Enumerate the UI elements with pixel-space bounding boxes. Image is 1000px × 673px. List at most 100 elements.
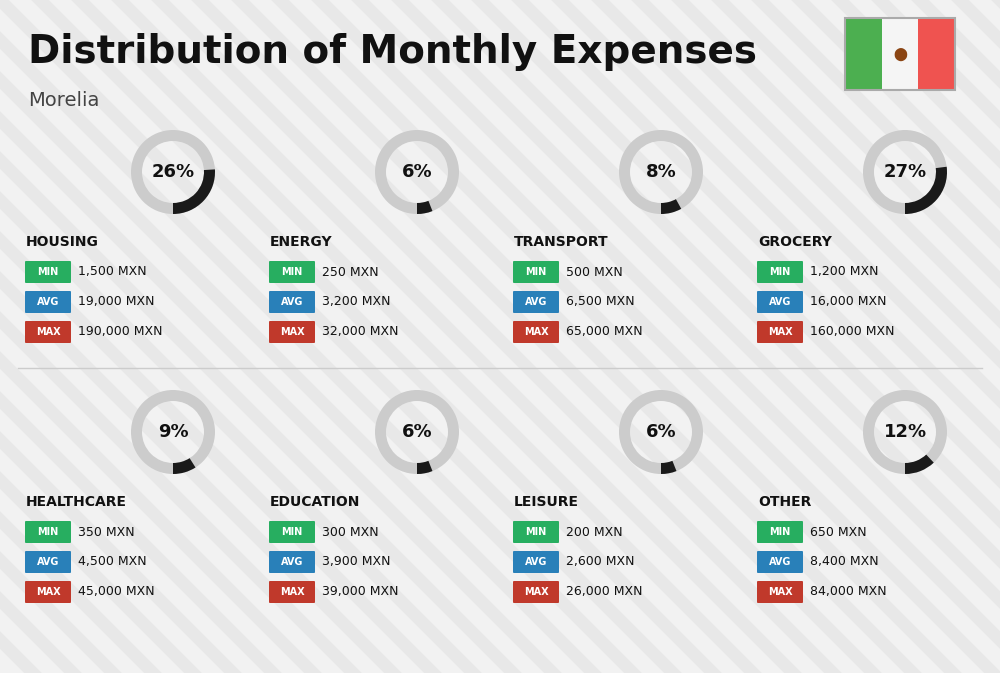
Text: TRANSPORT: TRANSPORT <box>514 235 609 249</box>
Text: MIN: MIN <box>37 527 59 537</box>
Text: MIN: MIN <box>281 527 303 537</box>
FancyBboxPatch shape <box>757 321 803 343</box>
FancyBboxPatch shape <box>918 18 955 90</box>
FancyBboxPatch shape <box>757 521 803 543</box>
Text: 1,200 MXN: 1,200 MXN <box>810 266 879 279</box>
Text: 6%: 6% <box>402 163 432 181</box>
Text: MAX: MAX <box>524 327 548 337</box>
Text: 45,000 MXN: 45,000 MXN <box>78 586 155 598</box>
Text: GROCERY: GROCERY <box>758 235 832 249</box>
Text: Morelia: Morelia <box>28 90 99 110</box>
Text: AVG: AVG <box>37 297 59 307</box>
FancyBboxPatch shape <box>25 261 71 283</box>
Text: LEISURE: LEISURE <box>514 495 579 509</box>
Text: MAX: MAX <box>36 327 60 337</box>
Wedge shape <box>375 390 459 474</box>
Wedge shape <box>619 390 703 474</box>
Text: AVG: AVG <box>37 557 59 567</box>
FancyBboxPatch shape <box>25 291 71 313</box>
FancyBboxPatch shape <box>757 581 803 603</box>
Text: MIN: MIN <box>281 267 303 277</box>
Text: HOUSING: HOUSING <box>26 235 99 249</box>
Wedge shape <box>863 390 947 474</box>
Text: HEALTHCARE: HEALTHCARE <box>26 495 127 509</box>
FancyBboxPatch shape <box>513 291 559 313</box>
Text: 2,600 MXN: 2,600 MXN <box>566 555 635 569</box>
Text: 250 MXN: 250 MXN <box>322 266 379 279</box>
FancyBboxPatch shape <box>513 521 559 543</box>
Text: 200 MXN: 200 MXN <box>566 526 623 538</box>
FancyBboxPatch shape <box>757 291 803 313</box>
FancyBboxPatch shape <box>25 581 71 603</box>
Text: 350 MXN: 350 MXN <box>78 526 135 538</box>
FancyBboxPatch shape <box>513 581 559 603</box>
FancyBboxPatch shape <box>269 521 315 543</box>
Wedge shape <box>863 130 947 214</box>
Text: 27%: 27% <box>883 163 927 181</box>
Wedge shape <box>131 130 215 214</box>
Text: 6%: 6% <box>646 423 676 441</box>
Text: 160,000 MXN: 160,000 MXN <box>810 326 895 339</box>
Wedge shape <box>661 199 681 214</box>
Text: MAX: MAX <box>280 327 304 337</box>
FancyBboxPatch shape <box>513 321 559 343</box>
Wedge shape <box>173 170 215 214</box>
Text: 190,000 MXN: 190,000 MXN <box>78 326 162 339</box>
Text: ⬤: ⬤ <box>893 47 907 61</box>
Text: 84,000 MXN: 84,000 MXN <box>810 586 887 598</box>
Text: 65,000 MXN: 65,000 MXN <box>566 326 643 339</box>
FancyBboxPatch shape <box>269 551 315 573</box>
Text: MAX: MAX <box>768 327 792 337</box>
FancyBboxPatch shape <box>269 321 315 343</box>
FancyBboxPatch shape <box>269 261 315 283</box>
Text: MIN: MIN <box>525 527 547 537</box>
Text: MAX: MAX <box>36 587 60 597</box>
Text: AVG: AVG <box>525 297 547 307</box>
FancyBboxPatch shape <box>513 261 559 283</box>
Text: 39,000 MXN: 39,000 MXN <box>322 586 398 598</box>
Text: AVG: AVG <box>281 297 303 307</box>
Text: 6,500 MXN: 6,500 MXN <box>566 295 635 308</box>
Text: MIN: MIN <box>769 267 791 277</box>
Text: 26%: 26% <box>151 163 195 181</box>
Text: AVG: AVG <box>281 557 303 567</box>
FancyBboxPatch shape <box>25 521 71 543</box>
Text: MIN: MIN <box>525 267 547 277</box>
Text: 32,000 MXN: 32,000 MXN <box>322 326 398 339</box>
Text: 9%: 9% <box>158 423 188 441</box>
FancyBboxPatch shape <box>269 291 315 313</box>
Wedge shape <box>375 130 459 214</box>
FancyBboxPatch shape <box>757 261 803 283</box>
Text: 650 MXN: 650 MXN <box>810 526 867 538</box>
Text: 4,500 MXN: 4,500 MXN <box>78 555 147 569</box>
Text: OTHER: OTHER <box>758 495 811 509</box>
Text: MIN: MIN <box>37 267 59 277</box>
Wedge shape <box>417 201 432 214</box>
Text: EDUCATION: EDUCATION <box>270 495 360 509</box>
Text: MIN: MIN <box>769 527 791 537</box>
FancyBboxPatch shape <box>513 551 559 573</box>
Text: 1,500 MXN: 1,500 MXN <box>78 266 147 279</box>
Text: AVG: AVG <box>769 297 791 307</box>
Text: 300 MXN: 300 MXN <box>322 526 379 538</box>
Text: 26,000 MXN: 26,000 MXN <box>566 586 642 598</box>
Text: AVG: AVG <box>769 557 791 567</box>
Text: AVG: AVG <box>525 557 547 567</box>
Wedge shape <box>905 167 947 214</box>
Text: MAX: MAX <box>280 587 304 597</box>
Text: Distribution of Monthly Expenses: Distribution of Monthly Expenses <box>28 33 757 71</box>
Wedge shape <box>661 461 676 474</box>
Text: 6%: 6% <box>402 423 432 441</box>
FancyBboxPatch shape <box>882 18 918 90</box>
FancyBboxPatch shape <box>25 551 71 573</box>
Text: 19,000 MXN: 19,000 MXN <box>78 295 154 308</box>
Text: 8,400 MXN: 8,400 MXN <box>810 555 879 569</box>
Text: 3,200 MXN: 3,200 MXN <box>322 295 390 308</box>
Text: 12%: 12% <box>883 423 927 441</box>
Wedge shape <box>619 130 703 214</box>
Text: MAX: MAX <box>768 587 792 597</box>
Text: 16,000 MXN: 16,000 MXN <box>810 295 887 308</box>
Wedge shape <box>905 454 934 474</box>
Text: 8%: 8% <box>646 163 676 181</box>
Text: MAX: MAX <box>524 587 548 597</box>
